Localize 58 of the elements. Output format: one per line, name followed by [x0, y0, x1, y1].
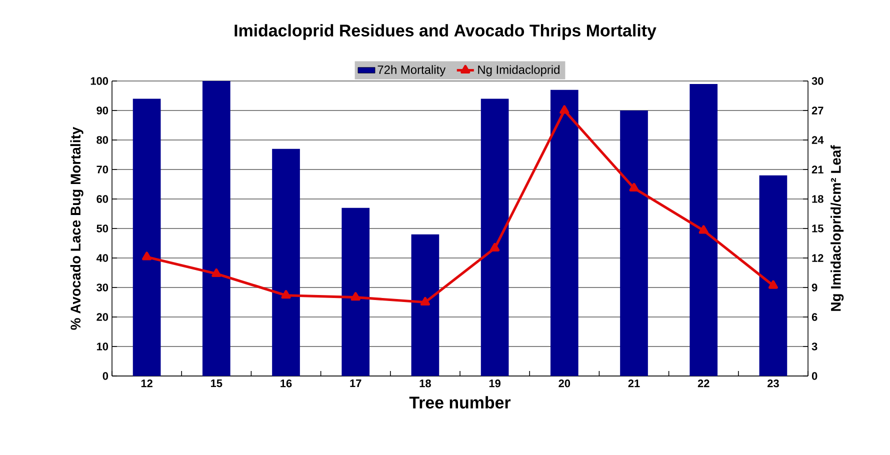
point — [350, 292, 360, 301]
x-tick-label: 12 — [141, 380, 152, 388]
bar — [620, 110, 648, 376]
x-tick-label: 15 — [210, 380, 222, 388]
y2-tick-label: 6 — [812, 313, 818, 321]
y2-tick-label: 15 — [812, 224, 824, 232]
y2-axis-title: Ng Imidacloprid/cm² Leaf — [830, 145, 844, 311]
point — [281, 290, 291, 299]
y-tick-label: 70 — [96, 166, 108, 174]
y-tick-label: 100 — [90, 77, 108, 85]
x-axis-title: Tree number — [409, 396, 511, 409]
x-tick-label: 21 — [628, 380, 640, 388]
point — [212, 268, 222, 278]
y2-tick-label: 3 — [812, 342, 818, 350]
y2-tick-label: 18 — [812, 195, 824, 203]
y-tick-label: 0 — [102, 372, 108, 380]
bar — [132, 98, 161, 376]
x-tick-label: 17 — [350, 380, 362, 388]
legend-label: 72h Mortality — [378, 65, 446, 76]
point — [420, 296, 430, 306]
bar — [759, 175, 788, 376]
y-tick-label: 50 — [96, 224, 108, 232]
x-tick-label: 20 — [558, 380, 570, 388]
x-tick-label: 19 — [489, 380, 500, 388]
bar — [342, 208, 370, 376]
point — [142, 252, 152, 260]
y-tick-label: 40 — [96, 254, 108, 262]
point — [560, 105, 570, 114]
bar — [202, 80, 230, 376]
y2-tick-label: 21 — [812, 166, 824, 174]
x-tick-label: 18 — [420, 380, 431, 388]
point — [490, 242, 500, 252]
y-tick-label: 10 — [96, 342, 108, 350]
chart-title: Imidacloprid Residues and Avocado Thrips Mortality — [234, 24, 656, 40]
bar — [272, 148, 300, 376]
x-tick-label: 16 — [280, 380, 292, 388]
y-tick-label: 30 — [96, 284, 108, 292]
point — [768, 280, 778, 289]
bar — [480, 98, 509, 376]
bar — [411, 234, 440, 376]
point — [629, 182, 639, 192]
point — [698, 225, 708, 234]
y-tick-label: 60 — [96, 195, 108, 203]
y-axis-title: % Avocado Lace Bug Mortality — [70, 126, 84, 330]
x-tick-label: 23 — [767, 380, 779, 388]
y-tick-label: 90 — [96, 106, 108, 114]
y2-tick-label: 0 — [812, 372, 818, 380]
bar — [550, 90, 578, 376]
x-tick-label: 22 — [698, 380, 710, 388]
y-tick-label: 80 — [96, 136, 108, 144]
y2-tick-label: 27 — [812, 106, 824, 114]
legend-label: Ng Imidacloprid — [478, 65, 560, 76]
y2-tick-label: 9 — [812, 284, 818, 292]
y2-tick-label: 24 — [812, 136, 824, 144]
y-tick-label: 20 — [96, 313, 108, 321]
bar — [690, 84, 718, 376]
y2-tick-label: 12 — [812, 254, 824, 262]
y2-tick-label: 30 — [812, 77, 824, 85]
